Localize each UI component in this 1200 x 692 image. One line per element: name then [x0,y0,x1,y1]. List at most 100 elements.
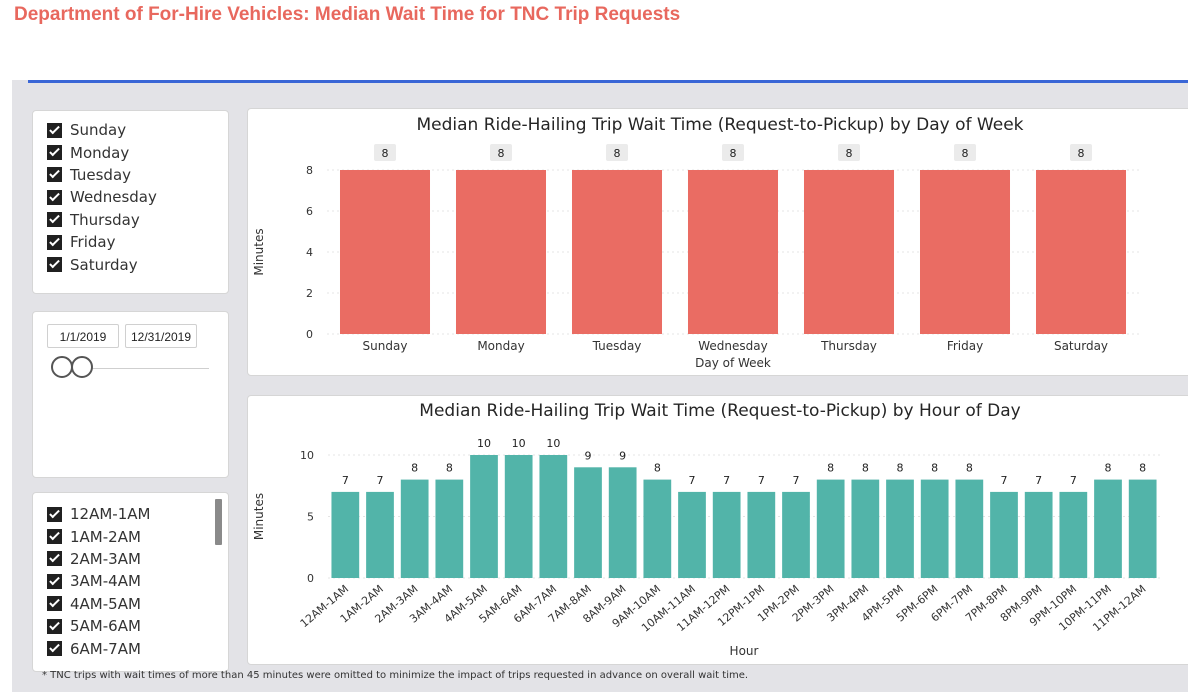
hour-option[interactable]: 6AM-7AM [47,637,150,659]
data-label: 7 [689,474,696,487]
day-option[interactable]: Wednesday [47,186,157,208]
bar [339,170,431,334]
bar [1094,479,1122,578]
bar [955,479,984,578]
hour-slicer: 12AM-1AM 1AM-2AM 2AM-3AM 3AM-4AM 4AM-5AM 5AM-… [32,492,229,672]
hour-label: 4AM-5AM [70,594,141,613]
hour-checkbox-list: 12AM-1AM 1AM-2AM 2AM-3AM 3AM-4AM 4AM-5AM 5AM-… [47,503,150,660]
hour-label: 2AM-3AM [70,549,141,568]
end-slider-handle[interactable] [71,356,93,378]
data-label: 8 [897,462,904,475]
checkbox-checked-icon[interactable] [47,257,62,273]
data-label: 8 [931,462,938,475]
y-axis-label: Minutes [252,228,266,275]
hour-option[interactable]: 12AM-1AM [47,503,150,525]
data-label: 10 [477,437,491,450]
data-label: 8 [1105,462,1112,475]
data-label: 8 [730,147,737,160]
checkbox-checked-icon[interactable] [47,596,62,612]
checkbox-checked-icon[interactable] [47,618,62,634]
checkbox-checked-icon[interactable] [47,529,62,545]
x-tick-label: Monday [477,339,524,353]
checkbox-checked-icon[interactable] [47,212,62,228]
y-tick-label: 8 [306,164,313,177]
checkbox-checked-icon[interactable] [47,234,62,250]
start-date-input[interactable]: 1/1/2019 [47,324,119,348]
bar [1128,479,1157,578]
y-tick-label: 0 [306,328,313,341]
bar [1059,491,1088,578]
bar [571,170,663,334]
bar [643,479,672,578]
hour-option[interactable]: 4AM-5AM [47,593,150,615]
day-option[interactable]: Tuesday [47,164,157,186]
data-label: 8 [966,462,973,475]
data-label: 7 [793,474,800,487]
day-option[interactable]: Monday [47,141,157,163]
data-label: 8 [962,147,969,160]
accent-line [28,80,1188,83]
hour-option[interactable]: 3AM-4AM [47,570,150,592]
x-tick-label: Saturday [1054,339,1108,353]
data-label: 7 [758,474,765,487]
checkbox-checked-icon[interactable] [47,573,62,589]
x-tick-label: Wednesday [698,339,767,353]
x-tick-label: Thursday [820,339,877,353]
data-label-bg [954,144,976,161]
hour-label: 12AM-1AM [70,505,151,524]
checkbox-checked-icon[interactable] [47,167,62,183]
bar [366,491,394,578]
data-label: 8 [1139,462,1146,475]
day-option[interactable]: Saturday [47,253,157,275]
hour-label: 6AM-7AM [70,639,141,658]
bar [455,170,547,334]
y-tick-label: 6 [306,205,313,218]
bar [712,491,741,578]
bar [816,479,845,578]
bar [782,491,810,578]
checkbox-checked-icon[interactable] [47,145,62,161]
checkbox-checked-icon[interactable] [47,641,62,657]
data-label: 8 [654,462,661,475]
day-checkbox-list: Sunday Monday Tuesday Wednesday Thursday Frid… [47,119,157,276]
end-date-input[interactable]: 12/31/2019 [125,324,197,348]
y-tick-label: 10 [300,449,314,462]
checkbox-checked-icon[interactable] [47,189,62,205]
bar [470,455,498,578]
hour-option[interactable]: 5AM-6AM [47,615,150,637]
bar [539,455,568,578]
day-option[interactable]: Friday [47,231,157,253]
hour-chart-plot: 0510712AM-1AM71AM-2AM82AM-3AM83AM-4AM104… [252,437,1160,658]
hour-label: 5AM-6AM [70,617,141,636]
start-slider-handle[interactable] [51,356,73,378]
bar [886,479,914,578]
day-option[interactable]: Thursday [47,209,157,231]
page-title: Department of For-Hire Vehicles: Median … [14,4,681,25]
hour-option[interactable]: 1AM-2AM [47,525,150,547]
checkbox-checked-icon[interactable] [47,506,62,522]
day-option[interactable]: Sunday [47,119,157,141]
data-label: 7 [342,474,349,487]
checkbox-checked-icon[interactable] [47,551,62,567]
day-label: Thursday [70,210,140,229]
checkbox-checked-icon[interactable] [47,122,62,138]
day-label: Saturday [70,255,138,274]
day-label: Wednesday [70,188,157,207]
day-label: Monday [70,143,130,162]
day-of-week-chart: Median Ride-Hailing Trip Wait Time (Requ… [247,108,1188,376]
bar [331,491,360,578]
bar [1035,170,1127,334]
hour-chart-title: Median Ride-Hailing Trip Wait Time (Requ… [419,401,1021,421]
day-label: Tuesday [70,165,132,184]
data-label: 7 [377,474,384,487]
day-label: Sunday [70,121,127,140]
hour-option[interactable]: 2AM-3AM [47,548,150,570]
data-label: 8 [498,147,505,160]
report-canvas: Sunday Monday Tuesday Wednesday Thursday Frid… [12,80,1188,692]
day-label: Friday [70,233,116,252]
bar [574,467,602,578]
data-label: 9 [585,449,592,462]
date-slider-track[interactable] [69,368,209,369]
hour-label: 3AM-4AM [70,572,141,591]
hour-slicer-scrollbar[interactable] [215,499,222,545]
